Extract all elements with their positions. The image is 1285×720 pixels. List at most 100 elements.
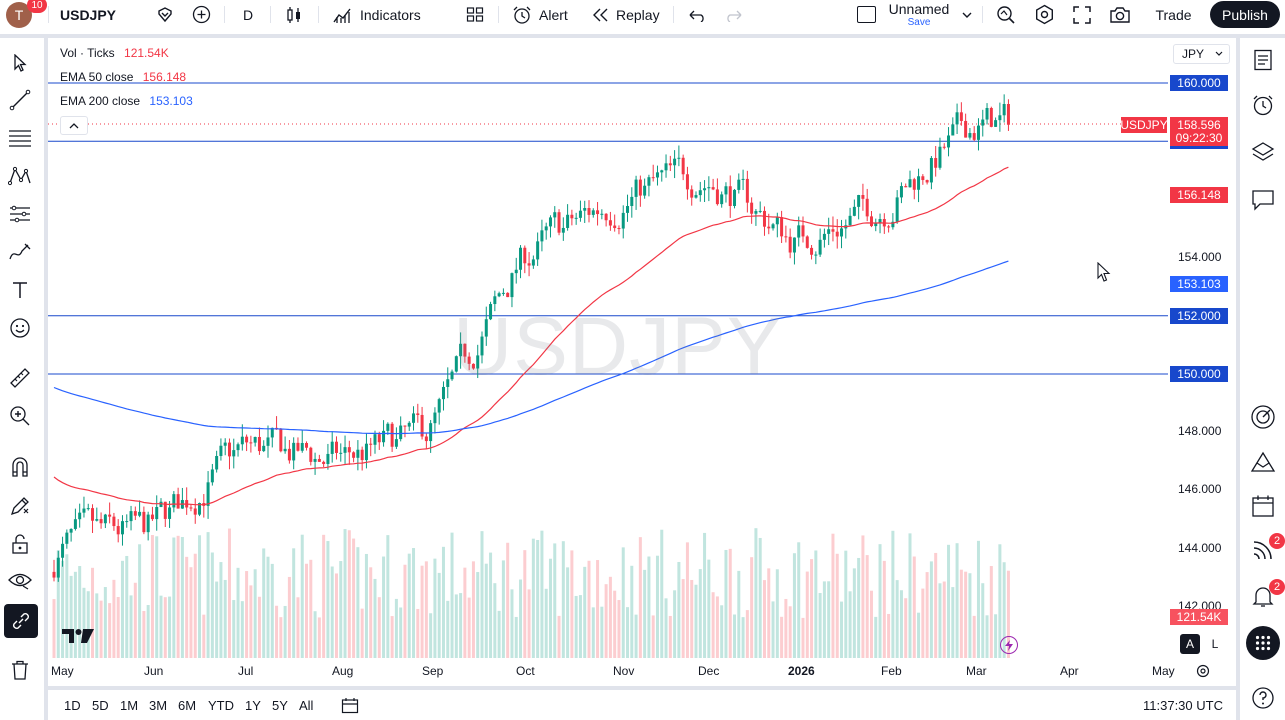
interval-button[interactable]: D <box>243 6 254 23</box>
redo-icon[interactable] <box>725 0 743 29</box>
candle-body <box>219 445 223 456</box>
volume-bar <box>292 548 296 658</box>
eye-icon[interactable] <box>4 564 36 596</box>
range-button-5y[interactable]: 5Y <box>272 698 288 713</box>
replay-button[interactable]: Replay <box>592 0 660 29</box>
trend-line-icon[interactable] <box>4 84 36 116</box>
currency-select[interactable]: JPY <box>1173 44 1230 64</box>
auto-scale-button[interactable]: A <box>1180 634 1200 654</box>
candle-body <box>116 526 120 535</box>
chat-icon[interactable] <box>1246 183 1280 217</box>
templates-icon[interactable] <box>466 0 484 29</box>
volume-bar <box>608 576 612 658</box>
lightning-icon[interactable] <box>1000 636 1018 654</box>
pattern-icon[interactable] <box>4 160 36 192</box>
volume-bar <box>673 590 677 658</box>
text-icon[interactable] <box>4 274 36 306</box>
bottom-toolbar: 1D 5D 1M 3M 6M YTD 1Y 5Y All 11:37:30 UTC <box>48 690 1236 720</box>
camera-icon[interactable] <box>1109 0 1131 29</box>
right-toolbar-divider <box>1236 38 1240 720</box>
volume-bar <box>989 566 993 658</box>
cursor-icon[interactable] <box>4 47 36 79</box>
range-button-3m[interactable]: 3M <box>149 698 168 713</box>
chevron-down-icon[interactable] <box>961 0 973 29</box>
volume-bar <box>120 560 124 658</box>
candle-body <box>429 423 433 442</box>
volume-bar <box>373 578 377 658</box>
user-avatar[interactable]: T 10 <box>6 0 47 29</box>
range-button-ytd[interactable]: YTD <box>208 698 234 713</box>
range-button-6m[interactable]: 6M <box>178 698 197 713</box>
zoom-in-icon[interactable] <box>4 400 36 432</box>
alert-button[interactable]: Alert <box>512 0 568 29</box>
candles-icon[interactable] <box>285 0 303 29</box>
watchlist-icon[interactable] <box>1246 43 1280 77</box>
candle-body <box>86 508 90 510</box>
volume-bar <box>895 580 899 658</box>
apps-grid-icon[interactable] <box>1246 626 1280 660</box>
candle-body <box>245 436 249 443</box>
stay-in-drawing-mode-icon[interactable] <box>4 490 36 522</box>
ruler-icon[interactable] <box>4 362 36 394</box>
indicators-button[interactable]: Indicators <box>333 0 421 29</box>
add-symbol-button[interactable] <box>192 0 211 29</box>
volume-bar <box>523 550 527 658</box>
volume-bar <box>236 567 240 658</box>
calendar-icon[interactable] <box>1246 489 1280 523</box>
fib-retracement-icon[interactable] <box>4 122 36 154</box>
symbol-search-button[interactable]: USDJPY <box>60 6 117 23</box>
compare-symbol-icon[interactable] <box>156 0 174 29</box>
settings-gear-icon[interactable] <box>1034 0 1055 29</box>
magnet-icon[interactable] <box>4 451 36 483</box>
range-button-1m[interactable]: 1M <box>120 698 139 713</box>
volume-bar <box>189 567 193 658</box>
ema50-legend[interactable]: EMA 50 close 156.148 <box>60 70 186 84</box>
chart-pane[interactable]: USDJPY Vol · Ticks 121.54K EMA 50 close … <box>48 38 1236 686</box>
candle-body <box>437 399 441 413</box>
volume-legend-title: Vol · Ticks <box>60 46 115 60</box>
fullscreen-icon[interactable] <box>1073 0 1091 29</box>
ema200-legend[interactable]: EMA 200 close 153.103 <box>60 94 193 108</box>
candle-body <box>471 363 475 369</box>
layers-icon[interactable] <box>1246 135 1280 169</box>
alerts-clock-icon[interactable] <box>1246 88 1280 122</box>
quick-search-icon[interactable] <box>996 0 1016 29</box>
volume-bar <box>334 573 338 658</box>
candle-body <box>279 429 283 452</box>
ideas-stream-icon[interactable]: 2 <box>1246 533 1285 567</box>
target-icon[interactable] <box>1246 400 1280 434</box>
lock-icon[interactable] <box>4 528 36 560</box>
trash-icon[interactable] <box>4 654 36 686</box>
candle-body <box>82 508 86 513</box>
time-axis-label: Jul <box>238 664 254 678</box>
sync-link-icon[interactable] <box>4 604 38 638</box>
layout-name-button[interactable]: Unnamed Save <box>888 0 950 29</box>
range-button-1d[interactable]: 1D <box>64 698 81 713</box>
help-icon[interactable] <box>1246 681 1280 715</box>
range-button-all[interactable]: All <box>299 698 314 713</box>
candle-body <box>1006 103 1010 125</box>
log-scale-button[interactable]: L <box>1211 637 1219 651</box>
emoji-icon[interactable] <box>4 312 36 344</box>
tradingview-logo[interactable] <box>62 628 94 649</box>
volume-bar <box>416 608 420 658</box>
utc-clock[interactable]: 11:37:30 UTC <box>1143 698 1223 713</box>
forecasting-icon[interactable] <box>4 198 36 230</box>
range-button-5d[interactable]: 5D <box>92 698 109 713</box>
volume-bar <box>493 583 497 658</box>
candle-body <box>947 135 951 148</box>
volume-bar <box>835 553 839 658</box>
axis-settings-icon[interactable] <box>1196 664 1210 683</box>
range-button-1y[interactable]: 1Y <box>245 698 261 713</box>
layout-select-checkbox[interactable] <box>857 0 876 29</box>
price-chart[interactable] <box>48 38 1236 686</box>
undo-icon[interactable] <box>688 0 706 29</box>
volume-legend[interactable]: Vol · Ticks 121.54K <box>60 46 169 60</box>
go-to-date-icon[interactable] <box>341 697 359 719</box>
publish-button[interactable]: Publish <box>1210 1 1280 28</box>
pyramid-icon[interactable] <box>1246 445 1280 479</box>
collapse-legend-button[interactable] <box>60 116 88 135</box>
brush-icon[interactable] <box>4 236 36 268</box>
trade-button[interactable]: Trade <box>1155 6 1192 23</box>
notifications-bell-icon[interactable]: 2 <box>1246 579 1285 613</box>
